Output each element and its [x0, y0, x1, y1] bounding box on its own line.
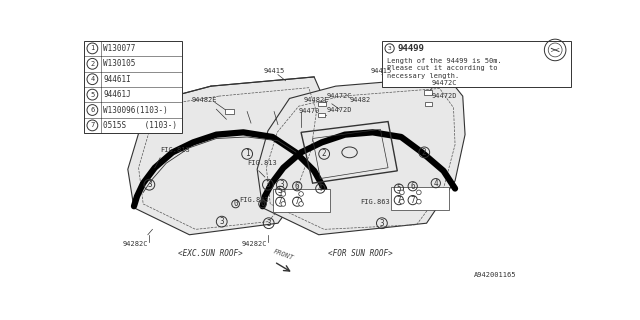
Polygon shape	[257, 77, 465, 235]
Text: 4: 4	[433, 179, 438, 188]
Circle shape	[281, 192, 285, 196]
Text: 94472D: 94472D	[326, 107, 352, 113]
Text: 2: 2	[422, 148, 427, 157]
Text: 0515S    (1103-): 0515S (1103-)	[103, 121, 177, 130]
Text: 6: 6	[295, 182, 300, 191]
Text: 5: 5	[397, 184, 401, 193]
Text: FIG.863: FIG.863	[360, 199, 390, 205]
Text: 94282C: 94282C	[122, 241, 148, 247]
Text: 94415: 94415	[371, 68, 392, 74]
Text: W130096(1103-): W130096(1103-)	[103, 106, 168, 115]
Text: 94472C: 94472C	[326, 93, 352, 100]
Text: 5: 5	[90, 92, 95, 98]
Text: 7: 7	[278, 197, 283, 206]
FancyBboxPatch shape	[317, 101, 326, 106]
Text: <FOR SUN ROOF>: <FOR SUN ROOF>	[328, 249, 393, 258]
Text: 3: 3	[266, 219, 271, 228]
Text: 94461J: 94461J	[103, 90, 131, 99]
Text: 0: 0	[260, 199, 265, 208]
Text: 94482E: 94482E	[303, 97, 329, 102]
Text: 2: 2	[322, 149, 326, 158]
Text: 4: 4	[318, 184, 323, 193]
Text: 94470: 94470	[299, 108, 320, 114]
Text: 7: 7	[90, 123, 95, 128]
Text: 5: 5	[278, 186, 283, 195]
FancyBboxPatch shape	[424, 90, 433, 95]
FancyBboxPatch shape	[84, 41, 182, 133]
Text: W130105: W130105	[103, 59, 136, 68]
Circle shape	[299, 202, 303, 206]
FancyBboxPatch shape	[391, 187, 449, 210]
Text: 2: 2	[90, 61, 95, 67]
FancyBboxPatch shape	[382, 41, 570, 87]
Text: 94282C: 94282C	[242, 241, 268, 247]
Text: 94499: 94499	[397, 44, 424, 53]
Text: 3: 3	[220, 217, 224, 226]
Text: <EXC.SUN ROOF>: <EXC.SUN ROOF>	[178, 249, 243, 258]
Text: 3: 3	[266, 180, 270, 189]
Circle shape	[417, 199, 421, 204]
Text: 94482E: 94482E	[192, 97, 217, 102]
Text: 4: 4	[90, 76, 95, 82]
Text: 94472D: 94472D	[432, 93, 458, 100]
Circle shape	[281, 202, 285, 206]
Text: 3: 3	[147, 180, 152, 189]
Text: A942001165: A942001165	[474, 272, 516, 278]
Text: 0: 0	[234, 199, 238, 208]
Text: 3: 3	[388, 46, 392, 51]
Text: 94461I: 94461I	[103, 75, 131, 84]
Text: 3: 3	[380, 219, 384, 228]
Text: FIG.863: FIG.863	[239, 196, 269, 203]
Text: 7: 7	[397, 196, 401, 204]
FancyBboxPatch shape	[273, 188, 330, 212]
Text: 94415: 94415	[263, 68, 285, 74]
Circle shape	[299, 192, 303, 196]
FancyBboxPatch shape	[424, 102, 431, 106]
Circle shape	[417, 190, 421, 195]
Text: Please cut it according to: Please cut it according to	[387, 65, 497, 71]
Text: necessary length.: necessary length.	[387, 73, 459, 79]
Text: 7: 7	[295, 197, 300, 206]
Text: FIG.813: FIG.813	[247, 160, 277, 166]
Text: 6: 6	[90, 107, 95, 113]
Circle shape	[399, 199, 404, 204]
Text: FRONT: FRONT	[273, 248, 294, 261]
Text: 7: 7	[410, 196, 415, 204]
Text: 94482: 94482	[349, 97, 371, 102]
Text: 1: 1	[90, 45, 95, 52]
Text: 6: 6	[410, 182, 415, 191]
Text: W130077: W130077	[103, 44, 136, 53]
FancyBboxPatch shape	[318, 114, 325, 117]
Polygon shape	[128, 77, 324, 235]
Text: 1: 1	[245, 149, 250, 158]
Text: FIG.813: FIG.813	[160, 147, 190, 153]
FancyBboxPatch shape	[225, 109, 234, 114]
Text: Length of the 94499 is 50m.: Length of the 94499 is 50m.	[387, 58, 501, 64]
Circle shape	[399, 190, 404, 195]
Text: 94472C: 94472C	[432, 80, 458, 85]
Text: 3: 3	[280, 180, 284, 189]
